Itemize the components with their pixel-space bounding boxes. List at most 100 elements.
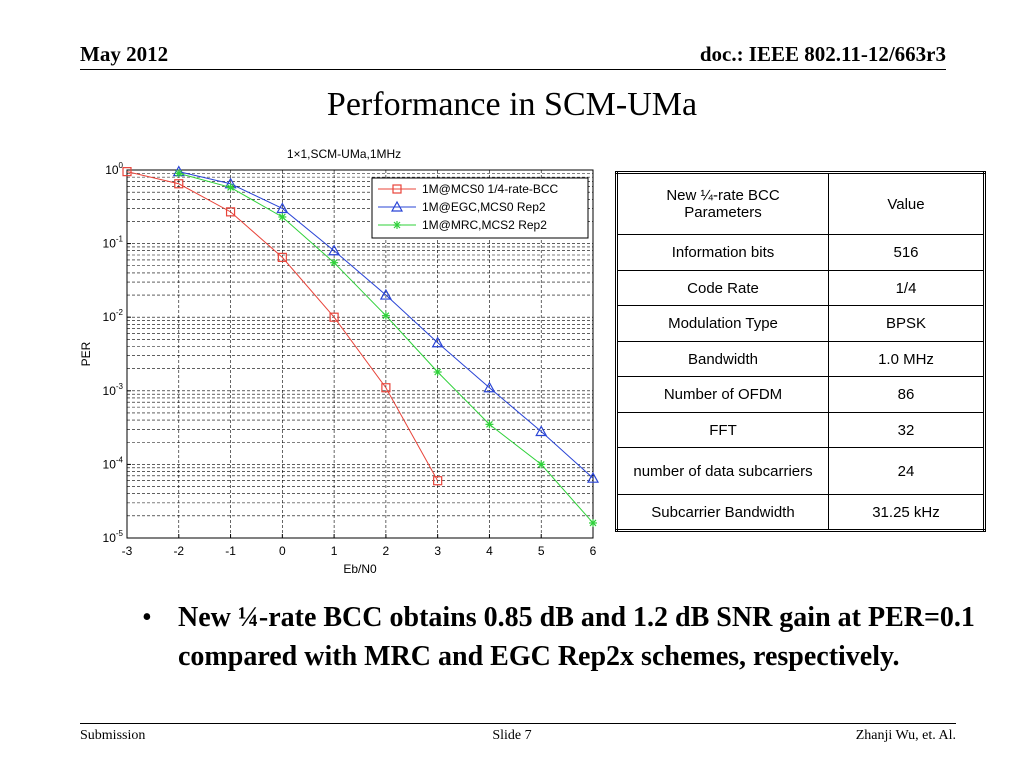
data-point — [485, 420, 494, 429]
y-tick-label: 10-4 — [103, 455, 124, 471]
table-cell: FFT — [616, 412, 829, 448]
table-row: FFT 32 — [616, 412, 985, 448]
y-tick-base: 10 — [103, 457, 117, 471]
y-tick-exponent: -3 — [116, 382, 124, 391]
header-date: May 2012 — [80, 42, 169, 66]
y-tick-label: 10-5 — [103, 529, 124, 545]
table-cell: Modulation Type — [616, 305, 829, 342]
star-stroke — [393, 221, 401, 229]
y-tick-label: 10-1 — [103, 235, 124, 251]
x-axis-label: Eb/N0 — [343, 562, 377, 576]
table-header-cell: Value — [828, 172, 985, 235]
data-point — [329, 312, 339, 322]
data-point — [433, 476, 443, 486]
x-tick-label: 3 — [434, 544, 441, 558]
bullet-text: New ¼-rate BCC obtains 0.85 dB and 1.2 d… — [178, 602, 975, 672]
footer-rule — [80, 723, 956, 724]
series-star — [174, 169, 597, 527]
table-header-row: New ¼-rate BCC Parameters Value — [616, 172, 985, 235]
y-tick-base: 10 — [103, 531, 117, 545]
table-row: number of data subcarriers 24 — [616, 447, 985, 495]
table-cell: 24 — [828, 447, 985, 495]
footer-submission: Submission — [80, 728, 146, 743]
grid — [127, 170, 593, 538]
x-tick-label: -1 — [225, 544, 236, 558]
star-stroke — [278, 213, 286, 221]
star-stroke — [537, 460, 545, 468]
star-stroke — [175, 169, 183, 177]
y-tick-base: 10 — [103, 310, 117, 324]
y-tick-exponent: -2 — [116, 308, 124, 317]
data-point — [174, 169, 183, 178]
star-stroke — [330, 259, 338, 267]
series-line — [126, 171, 439, 481]
x-tick-label: 6 — [590, 544, 597, 558]
footer-slide-number: Slide 7 — [492, 728, 532, 743]
star-stroke — [589, 519, 597, 527]
chart-title: 1×1,SCM-UMa,1MHz — [287, 147, 401, 161]
data-point — [276, 202, 289, 214]
star-stroke — [227, 183, 234, 191]
table-cell: 86 — [828, 376, 985, 413]
y-tick-exponent: -1 — [116, 235, 124, 244]
table-cell: Subcarrier Bandwidth — [616, 494, 829, 531]
legend-label: 1M@EGC,MCS0 Rep2 — [422, 200, 546, 214]
header-rule — [80, 69, 946, 70]
table-row: Modulation Type BPSK — [616, 305, 985, 342]
y-tick-exponent: -5 — [116, 529, 124, 538]
table-cell: Number of OFDM — [616, 376, 829, 413]
table-row: Code Rate 1/4 — [616, 270, 985, 306]
y-tick-base: 10 — [105, 163, 119, 177]
y-tick-label: 10-2 — [103, 308, 124, 324]
bullet-point: • New ¼-rate BCC obtains 0.85 dB and 1.2… — [142, 598, 982, 676]
y-tick-label: 100 — [105, 161, 123, 177]
data-point — [381, 383, 391, 393]
star-stroke — [382, 312, 390, 320]
series-line — [178, 171, 594, 479]
x-tick-label: 1 — [331, 544, 338, 558]
table-row: Number of OFDM 86 — [616, 376, 985, 413]
series-square — [122, 167, 443, 486]
legend: 1M@MCS0 1/4-rate-BCC 1M@EGC,MCS0 Rep2 1M@M… — [371, 177, 589, 239]
data-point — [537, 460, 546, 469]
plot-frame — [126, 169, 594, 539]
table-row: Subcarrier Bandwidth 31.25 kHz — [616, 494, 985, 531]
header-doc-id: doc.: IEEE 802.11-12/663r3 — [699, 42, 946, 66]
star-stroke — [434, 368, 442, 376]
table-row: Information bits 516 — [616, 234, 985, 271]
data-point — [174, 179, 184, 189]
data-point — [226, 183, 235, 192]
legend-label: 1M@MCS0 1/4-rate-BCC — [422, 182, 559, 196]
y-tick-base: 10 — [103, 384, 117, 398]
data-point — [433, 368, 442, 377]
x-tick-label: 4 — [486, 544, 493, 558]
y-tick-label: 10-3 — [103, 382, 124, 398]
table-cell: BPSK — [828, 305, 985, 342]
y-axis-label: PER — [79, 341, 93, 366]
per-chart: -3 -2 -1 0 1 2 3 4 5 610010-110-210-310-410-51×1,… — [79, 147, 600, 576]
data-point — [381, 311, 390, 320]
data-point — [225, 207, 236, 217]
data-point — [392, 184, 402, 194]
table-cell: number of data subcarriers — [616, 447, 829, 495]
bullet-icon: • — [142, 602, 152, 633]
data-point — [390, 200, 404, 212]
x-tick-label: -2 — [173, 544, 184, 558]
table-cell: 32 — [828, 412, 985, 448]
footer-author: Zhanji Wu, et. Al. — [855, 728, 956, 743]
table-cell: 1.0 MHz — [828, 341, 985, 377]
table-cell: 31.25 kHz — [828, 494, 985, 531]
legend-box — [371, 177, 589, 239]
table-header-cell: New ¼-rate BCC Parameters — [616, 172, 829, 235]
table-cell: Code Rate — [616, 270, 829, 306]
x-tick-label: 0 — [279, 544, 286, 558]
data-point — [535, 425, 548, 437]
x-tick-label: -3 — [122, 544, 133, 558]
parameter-table: New ¼-rate BCC Parameters Value Informat… — [615, 171, 986, 532]
y-tick-exponent: -4 — [116, 455, 124, 464]
table-cell: 1/4 — [828, 270, 985, 306]
y-tick-base: 10 — [103, 237, 117, 251]
y-tick-exponent: 0 — [119, 161, 124, 170]
table-cell: 516 — [828, 234, 985, 271]
